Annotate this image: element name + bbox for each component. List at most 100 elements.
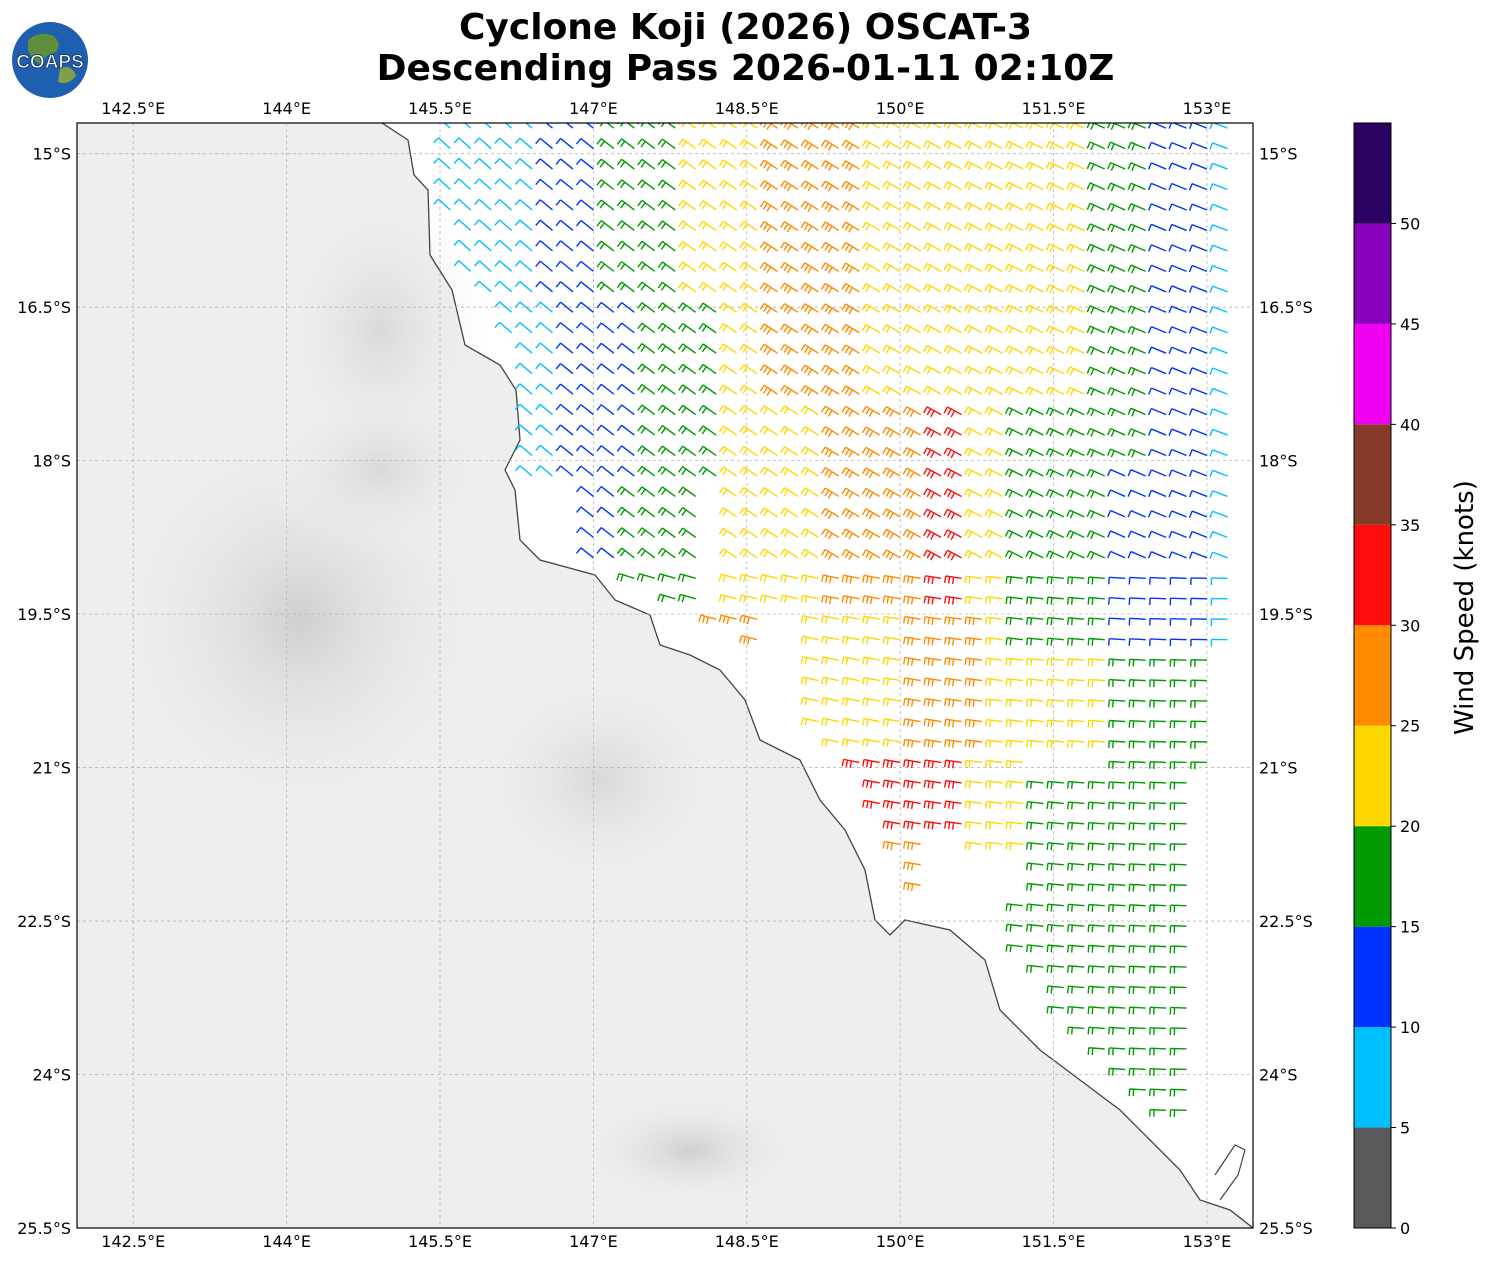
- wind-barb: [535, 465, 553, 477]
- wind-barb: [923, 283, 942, 293]
- wind-barb: [1188, 285, 1208, 293]
- wind-barb: [596, 220, 615, 231]
- wind-barb: [964, 616, 983, 626]
- wind-barb: [862, 656, 880, 665]
- wind-barb: [698, 466, 717, 477]
- wind-barb: [984, 365, 1003, 375]
- wind-barb: [739, 635, 758, 645]
- wind-barb: [657, 465, 676, 477]
- wind-barb: [780, 384, 799, 397]
- colorbar-tick-label: 50: [1400, 214, 1420, 233]
- wind-barb: [1168, 387, 1187, 395]
- wind-barb: [1046, 780, 1064, 789]
- wind-barb: [943, 181, 962, 191]
- wind-barb: [1066, 407, 1085, 417]
- wind-barb: [759, 261, 778, 274]
- wind-barb: [1087, 944, 1105, 953]
- wind-barb: [1067, 842, 1085, 851]
- wind-barb: [923, 595, 942, 605]
- wind-barb: [1025, 304, 1044, 314]
- wind-barb: [1045, 182, 1065, 191]
- wind-barb: [964, 677, 983, 687]
- lon-label-bottom: 150°E: [876, 1232, 925, 1251]
- wind-barb: [494, 239, 513, 252]
- wind-barb: [1107, 284, 1126, 294]
- wind-barb: [657, 547, 676, 559]
- wind-barb: [963, 488, 983, 498]
- wind-barb: [780, 282, 799, 294]
- wind-barb: [861, 283, 881, 293]
- wind-barb: [739, 507, 758, 518]
- wind-barb: [1046, 801, 1064, 810]
- wind-barb: [535, 137, 553, 150]
- wind-barb: [944, 759, 962, 769]
- wind-barb: [678, 466, 697, 477]
- wind-barb: [514, 301, 533, 313]
- wind-barb: [739, 241, 758, 252]
- wind-barb: [861, 262, 881, 272]
- wind-barb: [759, 507, 778, 518]
- wind-barb: [637, 486, 656, 498]
- lon-label-bottom: 147°E: [569, 1232, 618, 1251]
- wind-barb: [1004, 447, 1024, 457]
- wind-barb: [555, 137, 574, 150]
- wind-barb: [800, 528, 819, 538]
- wind-barb: [1108, 1006, 1126, 1015]
- wind-barb: [780, 466, 799, 477]
- wind-barb: [1025, 488, 1044, 498]
- wind-barb: [1149, 1027, 1167, 1035]
- wind-barb: [1127, 223, 1146, 233]
- wind-barb: [1025, 222, 1044, 232]
- wind-barb: [637, 547, 656, 559]
- wind-barb: [1087, 781, 1105, 790]
- wind-barb: [1168, 285, 1187, 293]
- wind-barb: [678, 343, 697, 354]
- wind-barb: [1127, 387, 1146, 397]
- wind-barb: [1025, 550, 1044, 560]
- wind-barb: [596, 445, 615, 457]
- wind-barb: [535, 178, 553, 191]
- wind-barb: [1025, 140, 1044, 150]
- wind-barb: [1045, 243, 1065, 253]
- colorbar-tick-label: 0: [1400, 1219, 1410, 1238]
- wind-barb: [739, 159, 758, 170]
- wind-barb: [841, 160, 860, 172]
- wind-barb: [861, 180, 881, 191]
- wind-barb: [1128, 760, 1146, 769]
- wind-barb: [1149, 1006, 1167, 1015]
- wind-barb: [759, 548, 778, 559]
- wind-barb: [494, 301, 513, 313]
- wind-barb: [1128, 842, 1146, 851]
- wind-barb: [1168, 305, 1187, 314]
- wind-barb: [943, 304, 962, 314]
- wind-barb: [964, 739, 983, 748]
- wind-barb: [1108, 699, 1126, 708]
- wind-barb: [1045, 161, 1065, 171]
- wind-barb: [800, 656, 819, 665]
- wind-barb: [1147, 264, 1167, 273]
- wind-barb: [1087, 637, 1105, 646]
- wind-barb: [1128, 617, 1146, 626]
- wind-barb: [759, 364, 778, 376]
- wind-barb: [637, 220, 656, 231]
- wind-barb: [944, 636, 962, 646]
- wind-barb: [902, 487, 921, 499]
- wind-barb: [1004, 488, 1024, 498]
- wind-barb: [882, 820, 901, 830]
- wind-barb: [862, 697, 880, 706]
- wind-barb: [1127, 530, 1146, 539]
- wind-barb: [1087, 1006, 1105, 1015]
- wind-barb: [739, 573, 758, 583]
- wind-barb: [596, 199, 615, 211]
- wind-barb: [1149, 801, 1167, 810]
- wind-barb: [739, 282, 758, 293]
- wind-barb: [862, 717, 880, 727]
- wind-barb: [1107, 489, 1126, 498]
- wind-barb: [718, 573, 737, 583]
- wind-barb: [1086, 509, 1106, 519]
- wind-barb: [1025, 345, 1044, 355]
- wind-barb: [1209, 551, 1228, 559]
- wind-barb: [800, 676, 819, 686]
- wind-barb: [963, 345, 983, 355]
